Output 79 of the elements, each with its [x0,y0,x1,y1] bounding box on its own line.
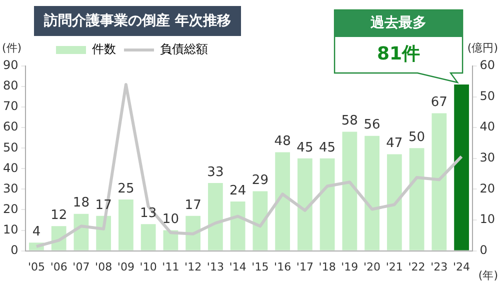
bar [386,154,402,250]
data-label: 33 [207,164,224,180]
data-label: 25 [118,181,134,196]
x-tick-label: '10 [140,260,157,274]
legend-label: 件数 [92,42,116,56]
y-tick-label: 0 [10,242,18,257]
x-tick-label: '17 [296,260,314,274]
x-tick-label: '09 [117,260,134,274]
chart-title: 訪問介護事業の倒産 年次推移 [34,6,241,36]
y-axis-title: (件) [2,41,22,54]
data-label: 47 [386,136,403,152]
y-tick-label: 30 [2,181,18,196]
bar [342,132,358,250]
x-tick-label: '16 [274,260,292,274]
x-tick-label: '08 [95,260,112,274]
bar [454,84,469,250]
bar [432,113,447,250]
x-tick-label: '12 [184,260,202,274]
bar [252,191,268,250]
y-tick-label: 80 [2,78,18,93]
data-label: 24 [230,183,246,198]
data-label: 29 [252,173,268,188]
data-label: 18 [72,196,90,211]
data-label: 17 [184,198,202,213]
y2-tick-label: 20 [480,181,496,196]
bar [186,216,201,250]
bar [275,152,290,250]
x-tick-label: '06 [50,260,68,274]
data-label: 45 [296,140,314,156]
y2-tick-label: 40 [480,120,496,134]
bar [118,199,134,250]
bar [208,183,223,250]
bar [297,158,312,250]
bar [364,136,380,250]
text: 過去最多 [370,15,427,32]
y2-tick-label: 10 [480,212,496,226]
x-tick-label: '15 [252,260,269,274]
x-axis-title: (年) [478,269,498,282]
y-tick-label: 90 [2,58,18,72]
y-tick-label: 50 [2,140,18,154]
data-label: 4 [32,224,41,240]
x-tick-label: '05 [28,260,45,274]
y-tick-label: 70 [2,99,18,114]
y-tick-label: 60 [2,120,18,134]
y2-axis-title: (億円) [467,41,498,54]
x-tick-label: '24 [453,260,470,274]
x-tick-label: '22 [408,260,426,274]
data-label: 12 [50,208,68,224]
data-label: 58 [341,114,358,129]
y2-tick-label: 50 [480,88,496,103]
legend-label: 負債総額 [160,42,208,56]
x-tick-label: '07 [72,260,90,274]
annotation: 81件 [377,44,420,65]
data-label: 10 [162,212,179,228]
data-label: 67 [430,95,448,110]
data-label: 17 [95,198,112,213]
bar [230,202,246,250]
data-label: 56 [364,118,380,133]
x-tick-label: '23 [430,260,448,274]
y2-tick-label: 30 [480,150,496,165]
bar [409,148,424,250]
y2-tick-label: 0 [480,242,488,257]
data-label: 50 [408,130,426,146]
x-tick-label: '13 [206,260,224,274]
x-tick-label: '21 [386,260,403,274]
y-tick-label: 40 [2,160,18,175]
y2-tick-label: 60 [480,58,496,72]
x-tick-label: '14 [229,260,246,274]
x-tick-label: '18 [318,260,336,274]
bar [140,224,156,250]
y-tick-label: 10 [2,222,18,236]
bar [320,158,335,250]
data-label: 13 [140,206,157,221]
data-label: 48 [274,134,291,150]
x-tick-label: '19 [341,260,358,274]
x-tick-label: '20 [364,260,381,274]
data-label: 45 [319,140,336,156]
y-tick-label: 20 [2,202,18,216]
x-tick-label: '11 [162,260,180,274]
